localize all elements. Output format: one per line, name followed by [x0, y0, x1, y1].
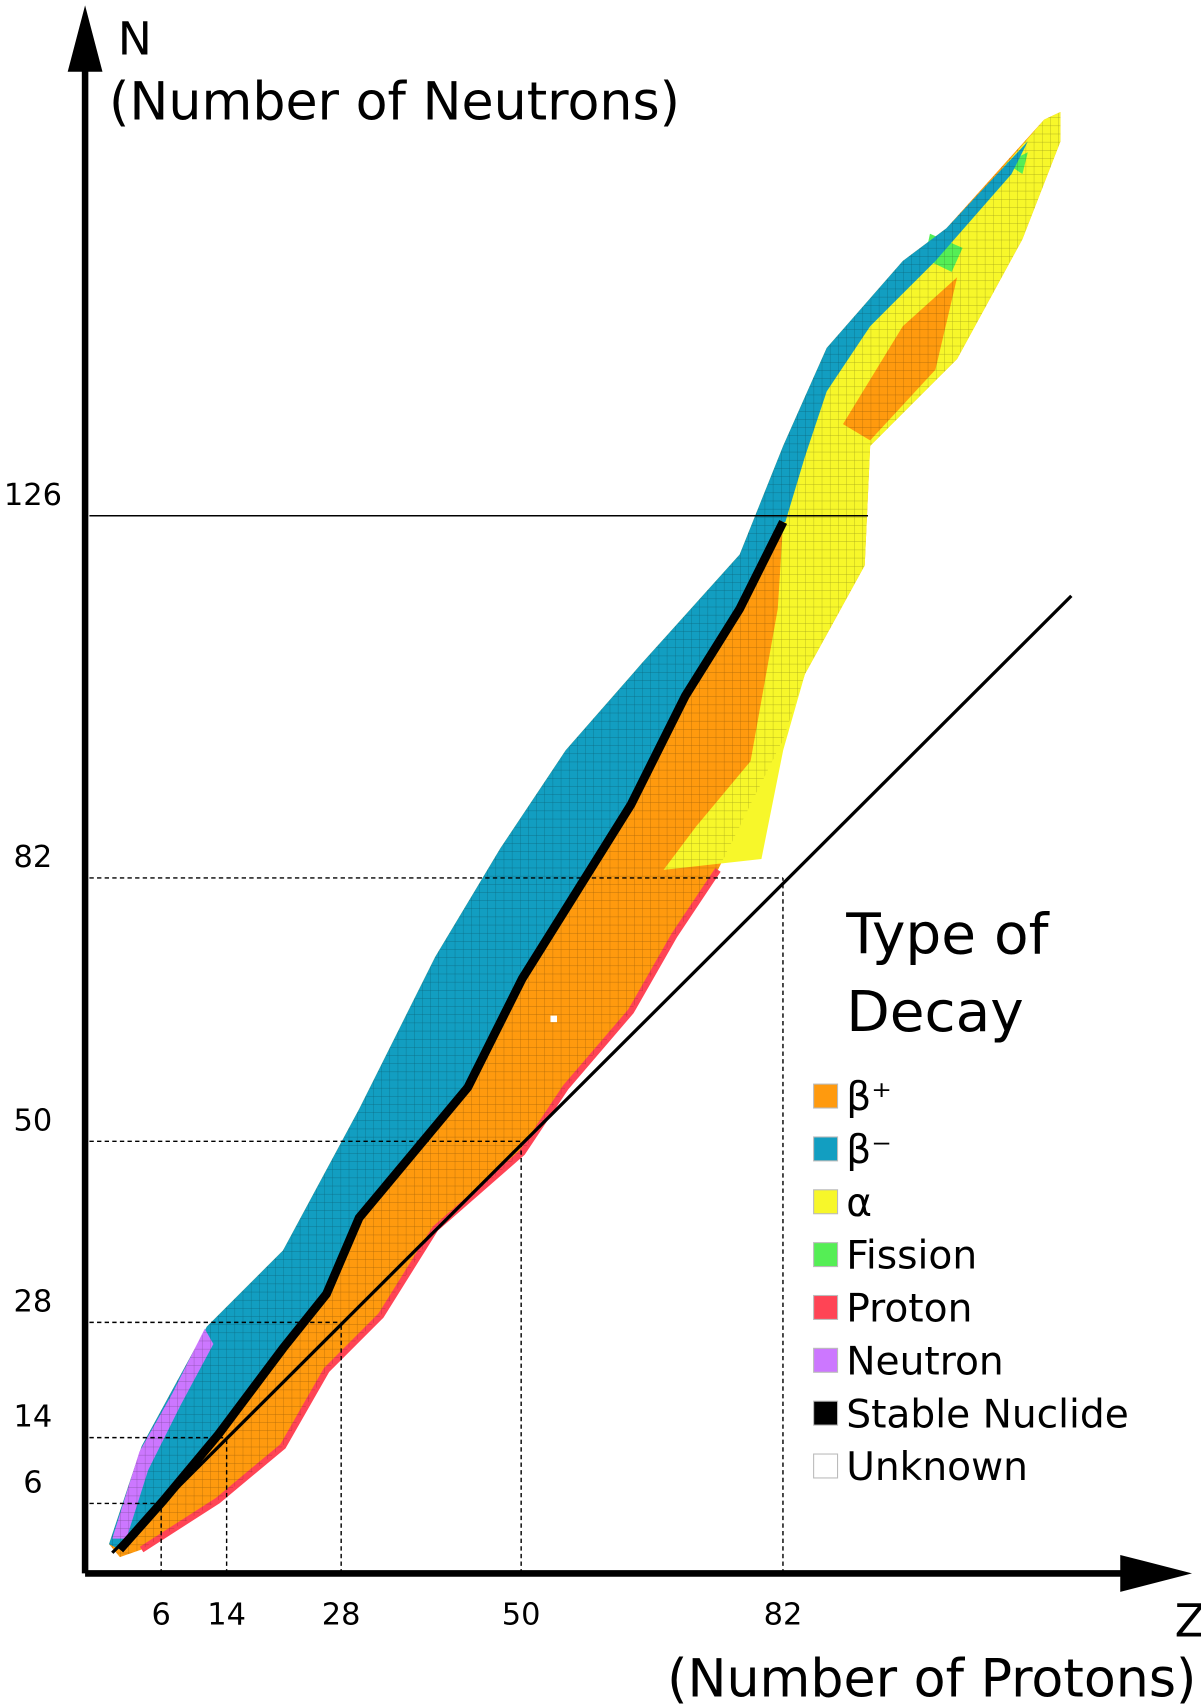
y-arrow [67, 5, 103, 72]
legend-swatch [813, 1189, 839, 1215]
ticks: 6 14 28 50 82 6 14 28 50 82 126 [4, 478, 868, 1633]
legend-label: β⁻ [846, 1128, 892, 1173]
x-tick-label: 28 [322, 1598, 361, 1633]
y-tick-label: 6 [23, 1466, 42, 1501]
legend-title: Decay [846, 980, 1024, 1045]
unknown-cell [550, 1015, 558, 1023]
y-axis-title: (Number of Neutrons) [109, 73, 680, 133]
x-tick-label: 6 [151, 1598, 170, 1633]
legend-label: Unknown [846, 1445, 1028, 1490]
x-tick-label: 82 [764, 1598, 803, 1633]
legend-label: β⁺ [846, 1075, 892, 1120]
legend-swatch [813, 1347, 839, 1373]
axes [67, 5, 1193, 1592]
y-tick-label: 82 [14, 840, 53, 875]
y-tick-label: 28 [14, 1285, 53, 1320]
y-axis-symbol: N [118, 12, 152, 65]
legend-swatch [813, 1400, 839, 1426]
x-axis-symbol: Z [1175, 1594, 1201, 1647]
legend-swatch [813, 1453, 839, 1479]
legend: β⁺ β⁻ α Fission Proton Neutron Stable Nuclide U… [813, 1075, 1129, 1490]
legend-label: Fission [846, 1234, 977, 1279]
x-axis-title: (Number of Protons) [667, 1649, 1196, 1705]
x-arrow [1120, 1554, 1193, 1592]
stable-line [116, 519, 788, 1553]
legend-swatch [813, 1083, 839, 1109]
x-tick-label: 50 [502, 1598, 541, 1633]
y-tick-label: 14 [14, 1400, 53, 1435]
legend-label: α [846, 1181, 872, 1226]
legend-swatch [813, 1294, 839, 1320]
legend-swatch [813, 1136, 839, 1162]
legend-title: Type of [845, 903, 1049, 968]
y-tick-label: 50 [14, 1103, 53, 1138]
n-equals-z-line [111, 594, 1073, 1554]
legend-label: Stable Nuclide [846, 1392, 1129, 1437]
legend-label: Neutron [846, 1339, 1003, 1384]
y-tick-label: 126 [4, 478, 62, 513]
legend-label: Proton [846, 1287, 972, 1332]
x-tick-label: 14 [207, 1598, 246, 1633]
legend-swatch [813, 1242, 839, 1268]
